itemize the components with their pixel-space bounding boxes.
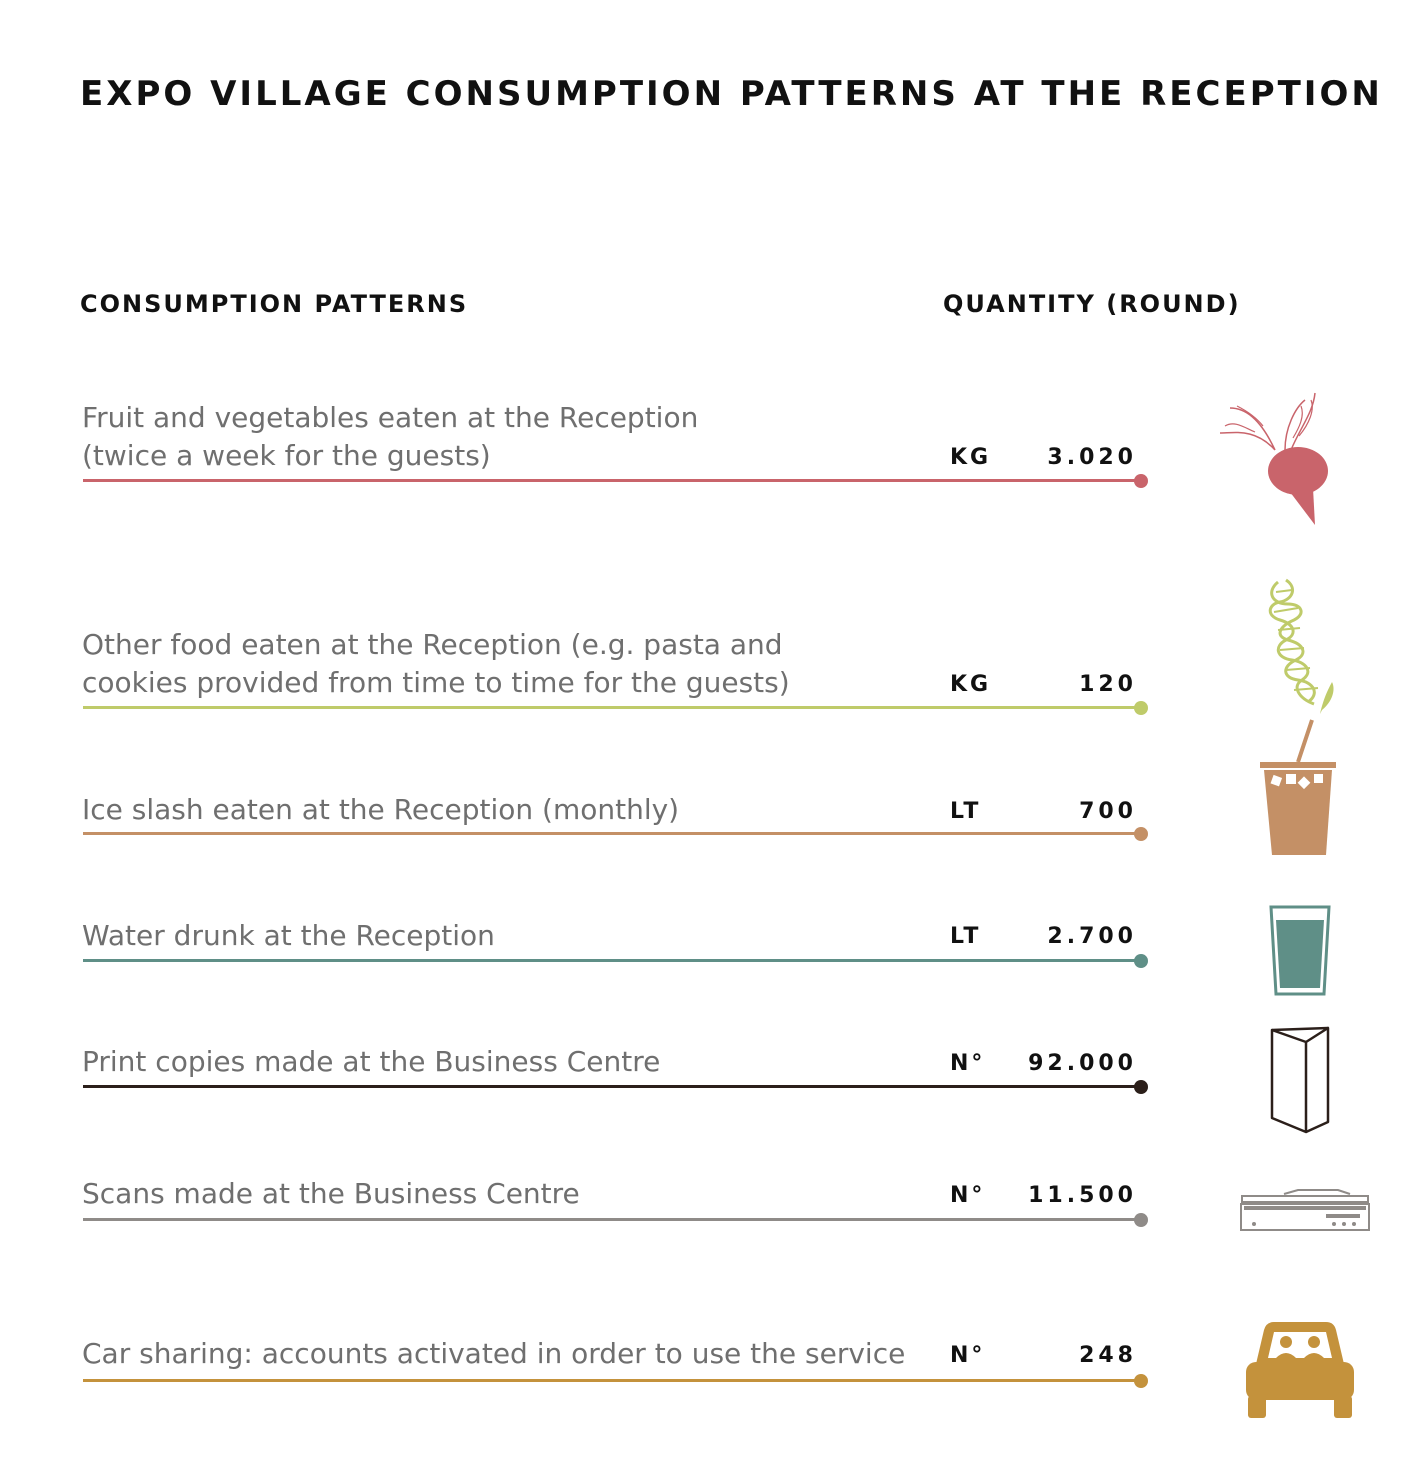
folded-paper-icon bbox=[1270, 1026, 1330, 1134]
row-description-line: cookies provided from time to time for t… bbox=[82, 666, 790, 699]
water-glass-icon bbox=[1269, 905, 1331, 996]
beetroot-icon bbox=[1219, 392, 1328, 525]
row-line bbox=[83, 832, 1141, 835]
row-end-dot bbox=[1134, 701, 1148, 715]
column-header-patterns: CONSUMPTION PATTERNS bbox=[80, 290, 469, 318]
row-end-dot bbox=[1134, 827, 1148, 841]
row-description: Print copies made at the Business Centre bbox=[82, 1043, 922, 1081]
row-unit: N° bbox=[950, 1343, 986, 1368]
row-description-line: Fruit and vegetables eaten at the Recept… bbox=[82, 401, 699, 434]
row-description: Other food eaten at the Reception (e.g. … bbox=[82, 626, 922, 702]
row-line bbox=[83, 479, 1141, 482]
row-description: Ice slash eaten at the Reception (monthl… bbox=[82, 791, 922, 829]
row-end-dot bbox=[1134, 1213, 1148, 1227]
pasta-fusilli-icon bbox=[1268, 578, 1334, 714]
row-unit: N° bbox=[950, 1183, 986, 1208]
row-value: 3.020 bbox=[1047, 445, 1137, 470]
row-description: Water drunk at the Reception bbox=[82, 917, 922, 955]
row-end-dot bbox=[1134, 954, 1148, 968]
row-end-dot bbox=[1134, 1374, 1148, 1388]
row-description-line: Print copies made at the Business Centre bbox=[82, 1045, 661, 1078]
column-header-quantity: QUANTITY (ROUND) bbox=[943, 290, 1241, 318]
row-line bbox=[83, 706, 1141, 709]
row-description: Fruit and vegetables eaten at the Recept… bbox=[82, 399, 922, 475]
row-line bbox=[83, 1085, 1141, 1088]
row-value: 92.000 bbox=[1028, 1051, 1137, 1076]
row-description-line: Car sharing: accounts activated in order… bbox=[82, 1337, 906, 1370]
row-description: Car sharing: accounts activated in order… bbox=[82, 1335, 962, 1373]
row-description-line: (twice a week for the guests) bbox=[82, 439, 491, 472]
row-value: 120 bbox=[1079, 672, 1137, 697]
row-unit: KG bbox=[950, 445, 992, 470]
row-description-line: Other food eaten at the Reception (e.g. … bbox=[82, 628, 783, 661]
row-line bbox=[83, 1379, 1141, 1382]
ice-slush-cup-icon bbox=[1260, 719, 1336, 855]
scanner-icon bbox=[1240, 1189, 1370, 1231]
row-unit: LT bbox=[950, 924, 982, 949]
row-unit: N° bbox=[950, 1051, 986, 1076]
row-description-line: Scans made at the Business Centre bbox=[82, 1177, 580, 1210]
row-unit: LT bbox=[950, 799, 982, 824]
row-line bbox=[83, 1218, 1141, 1221]
row-description: Scans made at the Business Centre bbox=[82, 1175, 922, 1213]
row-end-dot bbox=[1134, 1080, 1148, 1094]
row-value: 2.700 bbox=[1047, 924, 1137, 949]
row-value: 11.500 bbox=[1028, 1183, 1137, 1208]
car-icon bbox=[1246, 1322, 1354, 1418]
row-description-line: Water drunk at the Reception bbox=[82, 919, 495, 952]
row-value: 700 bbox=[1079, 799, 1137, 824]
row-value: 248 bbox=[1079, 1343, 1137, 1368]
page-title: EXPO VILLAGE CONSUMPTION PATTERNS AT THE… bbox=[80, 74, 1383, 114]
row-end-dot bbox=[1134, 474, 1148, 488]
row-line bbox=[83, 959, 1141, 962]
row-description-line: Ice slash eaten at the Reception (monthl… bbox=[82, 793, 680, 826]
row-unit: KG bbox=[950, 672, 992, 697]
